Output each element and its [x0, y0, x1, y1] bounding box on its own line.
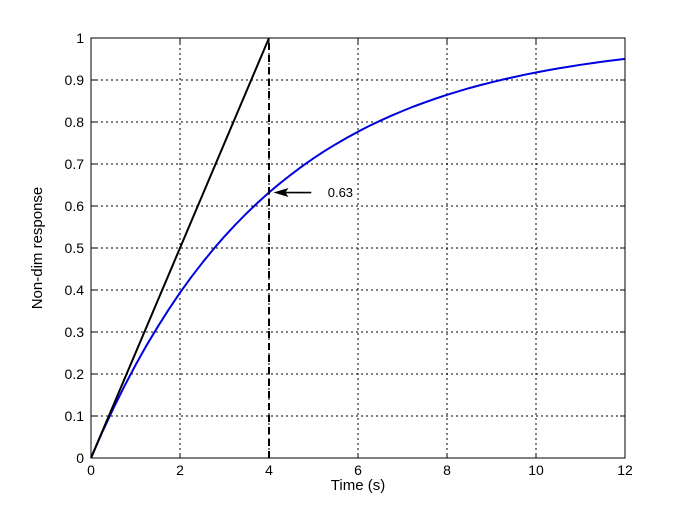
y-tick-label: 0.9	[65, 72, 85, 88]
annotation-arrowhead-icon	[273, 188, 289, 198]
data-series	[90, 37, 626, 459]
x-tick-label: 8	[443, 462, 451, 478]
x-tick-label: 2	[176, 462, 184, 478]
y-tick-label: 0.2	[65, 366, 85, 382]
y-tick-label: 0.5	[65, 240, 85, 256]
y-tick-label: 0.8	[65, 114, 85, 130]
y-axis-label: Non-dim response	[29, 187, 46, 310]
y-tick-label: 0	[76, 450, 84, 466]
y-tick-label: 0.4	[65, 282, 85, 298]
x-tick-label: 4	[265, 462, 273, 478]
y-tick-label: 0.1	[65, 408, 85, 424]
time-constant-annotation: 0.63	[273, 185, 353, 200]
y-tick-label: 0.6	[65, 198, 85, 214]
gridlines	[91, 38, 625, 458]
x-tick-label: 10	[528, 462, 544, 478]
x-tick-label: 12	[617, 462, 633, 478]
x-axis-label: Time (s)	[331, 477, 385, 494]
y-tick-label: 0.3	[65, 324, 85, 340]
annotation-value-label: 0.63	[328, 185, 353, 200]
initial-slope-tangent-line	[90, 37, 270, 459]
first-order-response-curve	[90, 57, 626, 459]
tick-labels: 0 2 4 6 8 10 12 0 0.1 0.2 0.3 0.4 0.5 0.6 0.7 0.8 0.9 1	[65, 30, 633, 478]
tick-marks	[90, 37, 626, 459]
x-tick-label: 0	[87, 462, 95, 478]
y-tick-label: 1	[76, 30, 84, 46]
y-tick-label: 0.7	[65, 156, 85, 172]
x-tick-label: 6	[354, 462, 362, 478]
